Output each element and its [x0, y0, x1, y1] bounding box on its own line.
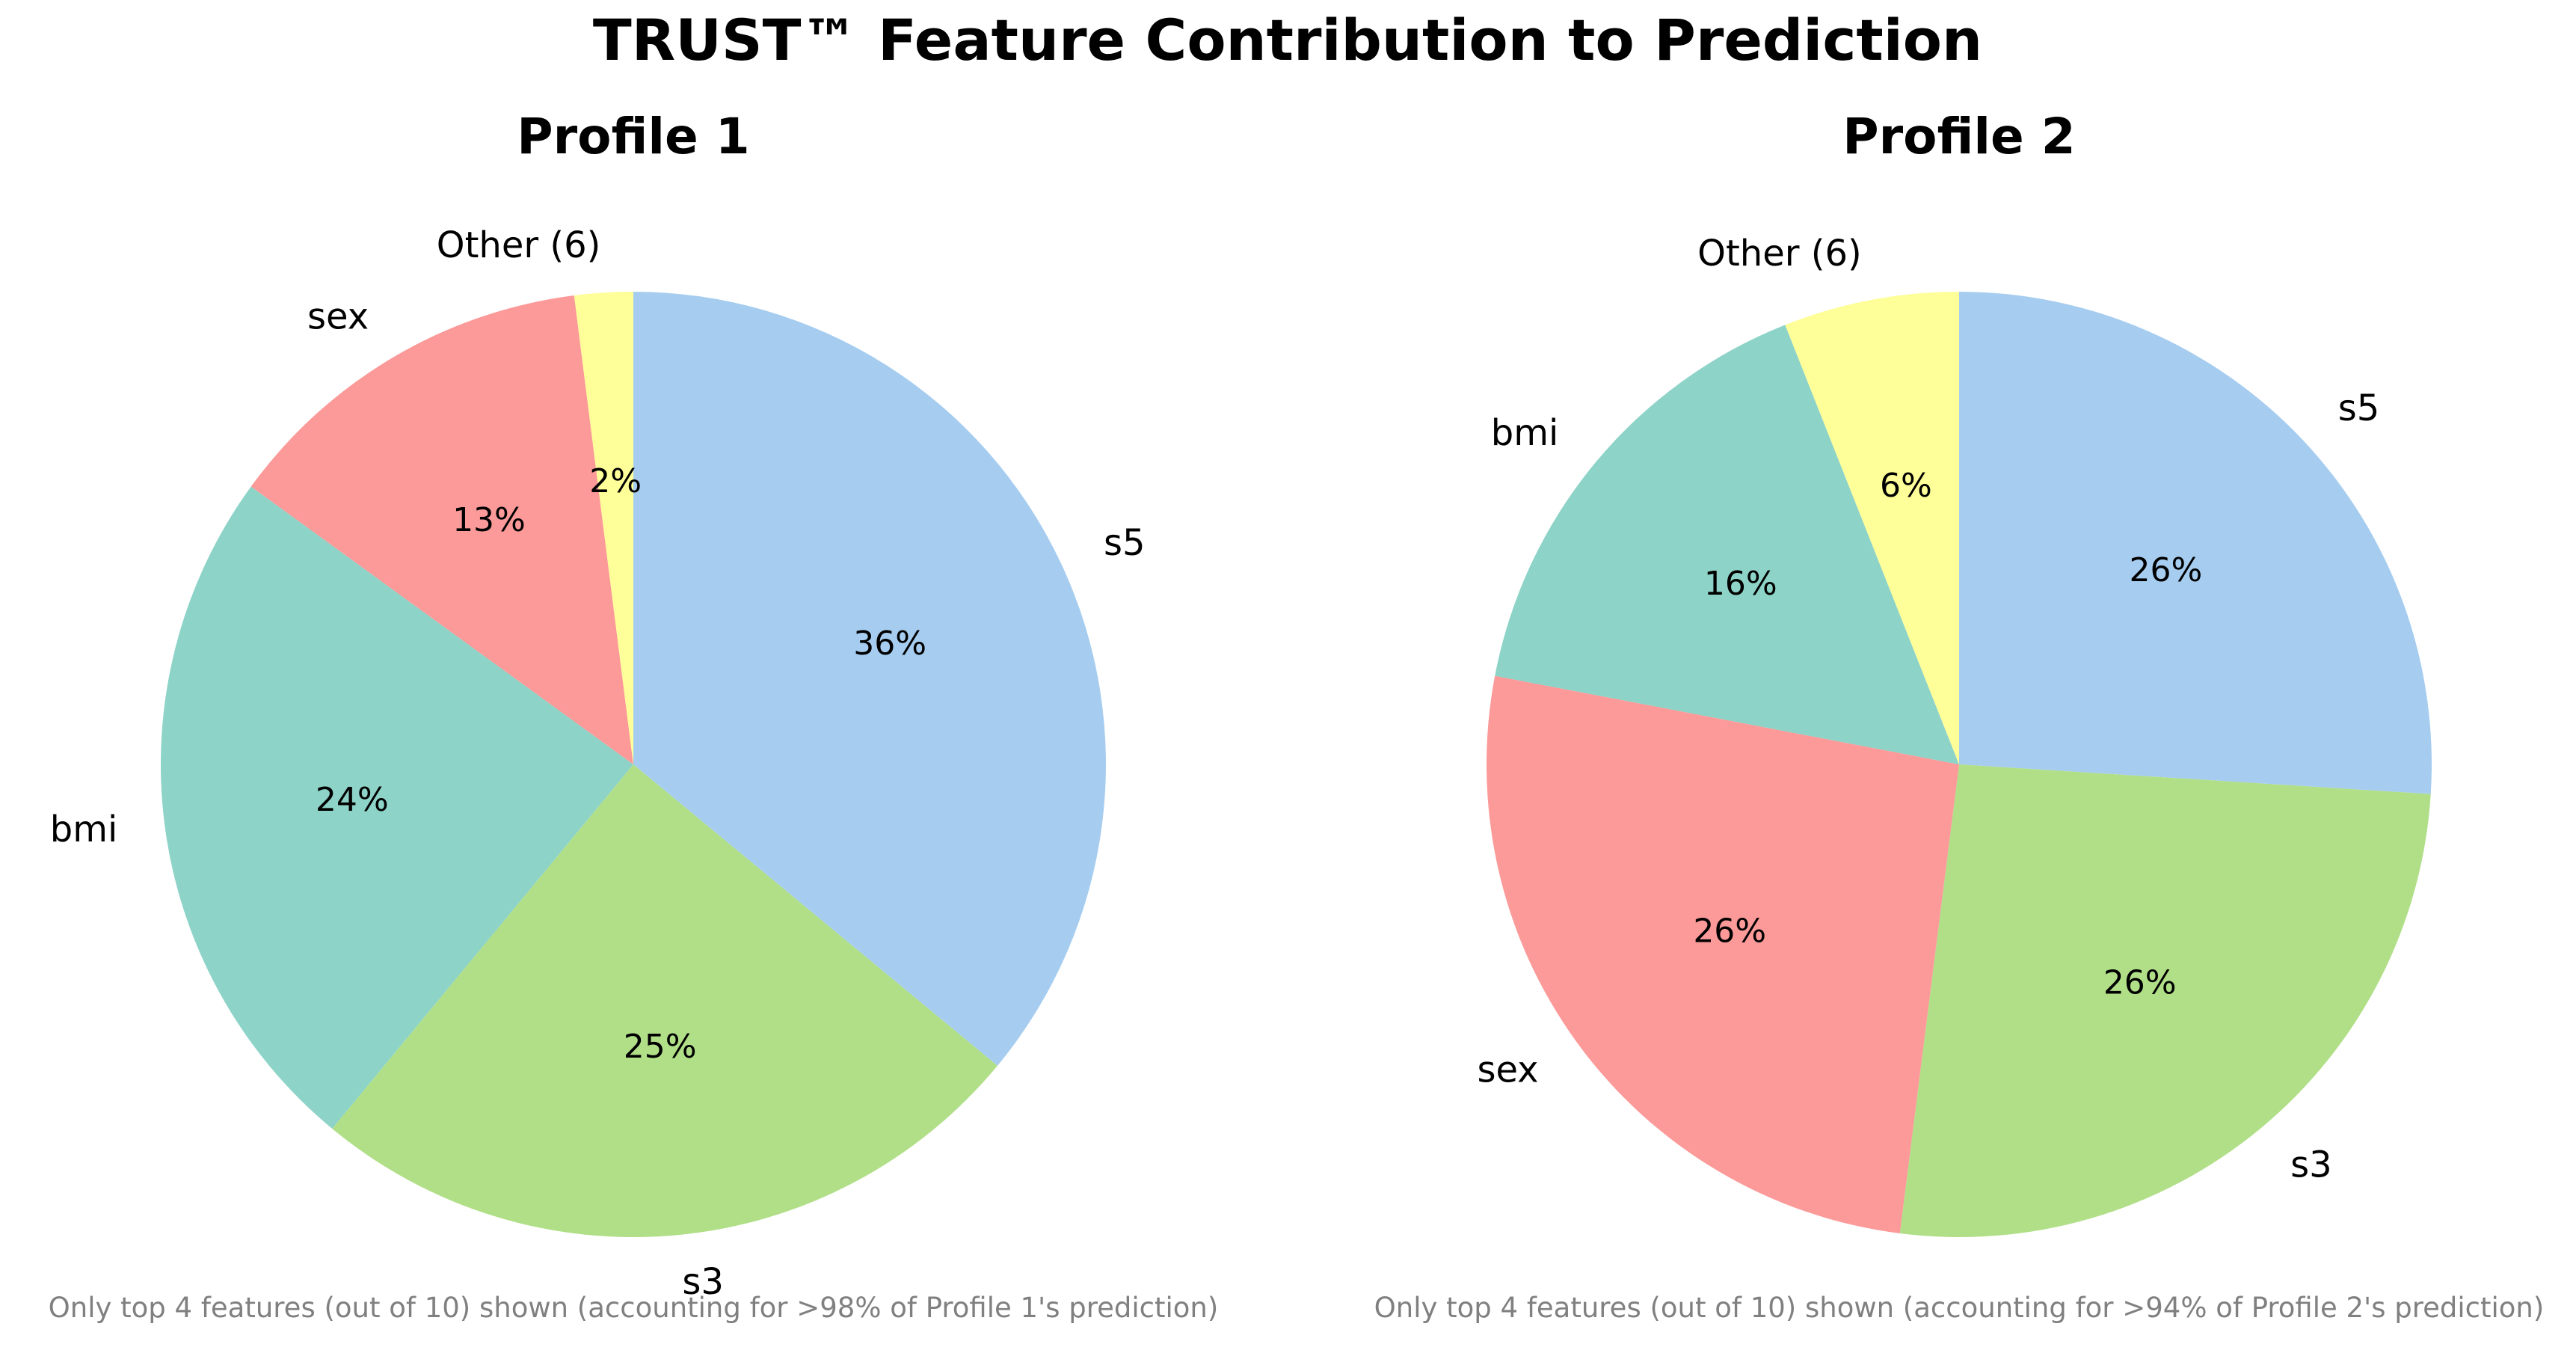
- footnote-profile-1: Only top 4 features (out of 10) shown (a…: [49, 1292, 1219, 1324]
- pie-slice-s3: [332, 764, 997, 1238]
- pie-pct-label-s5: 26%: [2130, 551, 2203, 589]
- pie-category-label-sex: sex: [307, 296, 369, 338]
- footnote-profile-2: Only top 4 features (out of 10) shown (a…: [1374, 1292, 2545, 1324]
- pie-category-label-sex: sex: [1477, 1049, 1538, 1091]
- pie-slice-s5: [1959, 292, 2432, 794]
- pie-category-label-s5: s5: [2338, 387, 2380, 429]
- pie-pct-label-other-6: 2%: [589, 462, 642, 500]
- pie-pct-label-other-6: 6%: [1880, 467, 1932, 505]
- pie-labels-profile-2: 26% s5 26% s3 26% sex 16% bmi 6% Other (6): [1477, 233, 2379, 1186]
- pie-slice-bmi: [161, 486, 633, 1129]
- pie-category-label-s3: s3: [682, 1261, 724, 1303]
- pie-category-label-s5: s5: [1104, 522, 1146, 564]
- pie-slices-profile-1: [161, 292, 1106, 1238]
- pie-pct-label-sex: 26%: [1693, 912, 1766, 950]
- pie-category-label-s3: s3: [2290, 1144, 2332, 1186]
- pie-chart-profile-1: Profile 1 36% s5 25% s3 24% bmi 13% sex 2% Other …: [49, 108, 1219, 1324]
- pie-pct-label-s3: 26%: [2103, 964, 2177, 1002]
- pie-labels-profile-1: 36% s5 25% s3 24% bmi 13% sex 2% Other (6): [50, 224, 1146, 1303]
- pie-slices-profile-2: [1487, 292, 2432, 1237]
- pie-slice-other-6: [1785, 292, 1959, 764]
- pie-title-profile-1: Profile 1: [517, 108, 749, 165]
- pie-pct-label-s5: 36%: [853, 625, 926, 663]
- pie-pct-label-sex: 13%: [452, 501, 526, 539]
- pie-pct-label-s3: 25%: [624, 1028, 697, 1066]
- pie-title-profile-2: Profile 2: [1842, 108, 2075, 165]
- pie-slice-s3: [1899, 764, 2431, 1237]
- pie-slice-sex: [250, 295, 633, 764]
- pie-slice-s5: [633, 292, 1106, 1066]
- pie-pct-label-bmi: 24%: [316, 781, 389, 819]
- pie-category-label-other-6: Other (6): [437, 224, 601, 266]
- pie-slice-bmi: [1495, 325, 1959, 765]
- figure-title: TRUST™ Feature Contribution to Predictio…: [593, 7, 1982, 73]
- pie-category-label-bmi: bmi: [1491, 412, 1559, 454]
- pie-slice-sex: [1487, 675, 1959, 1234]
- pie-pct-label-bmi: 16%: [1704, 565, 1777, 603]
- pie-category-label-bmi: bmi: [50, 809, 118, 850]
- pie-category-label-other-6: Other (6): [1697, 233, 1862, 274]
- pie-slice-other-6: [574, 292, 633, 764]
- pie-chart-profile-2: Profile 2 26% s5 26% s3 26% sex 16% bmi 6% Other …: [1374, 108, 2545, 1324]
